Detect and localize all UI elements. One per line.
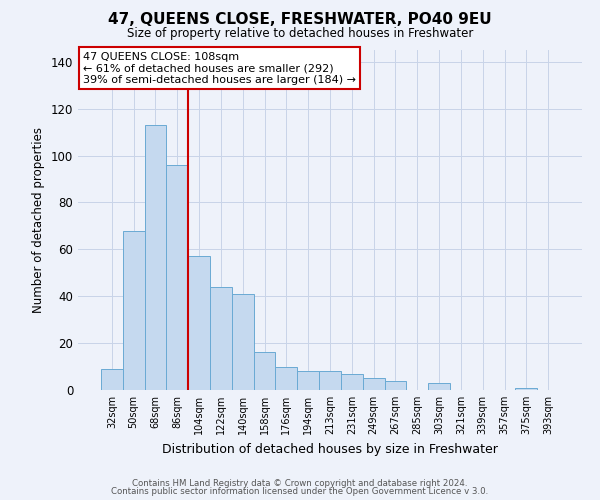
Bar — [275, 366, 297, 390]
Bar — [123, 230, 145, 390]
Text: Contains HM Land Registry data © Crown copyright and database right 2024.: Contains HM Land Registry data © Crown c… — [132, 478, 468, 488]
Bar — [297, 371, 319, 390]
Text: Contains public sector information licensed under the Open Government Licence v : Contains public sector information licen… — [112, 487, 488, 496]
X-axis label: Distribution of detached houses by size in Freshwater: Distribution of detached houses by size … — [162, 442, 498, 456]
Bar — [385, 380, 406, 390]
Bar — [341, 374, 363, 390]
Bar — [145, 125, 166, 390]
Bar — [166, 165, 188, 390]
Bar — [363, 378, 385, 390]
Bar — [101, 369, 123, 390]
Bar — [515, 388, 537, 390]
Bar — [254, 352, 275, 390]
Text: Size of property relative to detached houses in Freshwater: Size of property relative to detached ho… — [127, 28, 473, 40]
Bar — [188, 256, 210, 390]
Bar — [210, 287, 232, 390]
Bar — [428, 383, 450, 390]
Bar — [232, 294, 254, 390]
Text: 47 QUEENS CLOSE: 108sqm
← 61% of detached houses are smaller (292)
39% of semi-d: 47 QUEENS CLOSE: 108sqm ← 61% of detache… — [83, 52, 356, 85]
Bar — [319, 371, 341, 390]
Text: 47, QUEENS CLOSE, FRESHWATER, PO40 9EU: 47, QUEENS CLOSE, FRESHWATER, PO40 9EU — [108, 12, 492, 28]
Y-axis label: Number of detached properties: Number of detached properties — [32, 127, 45, 313]
